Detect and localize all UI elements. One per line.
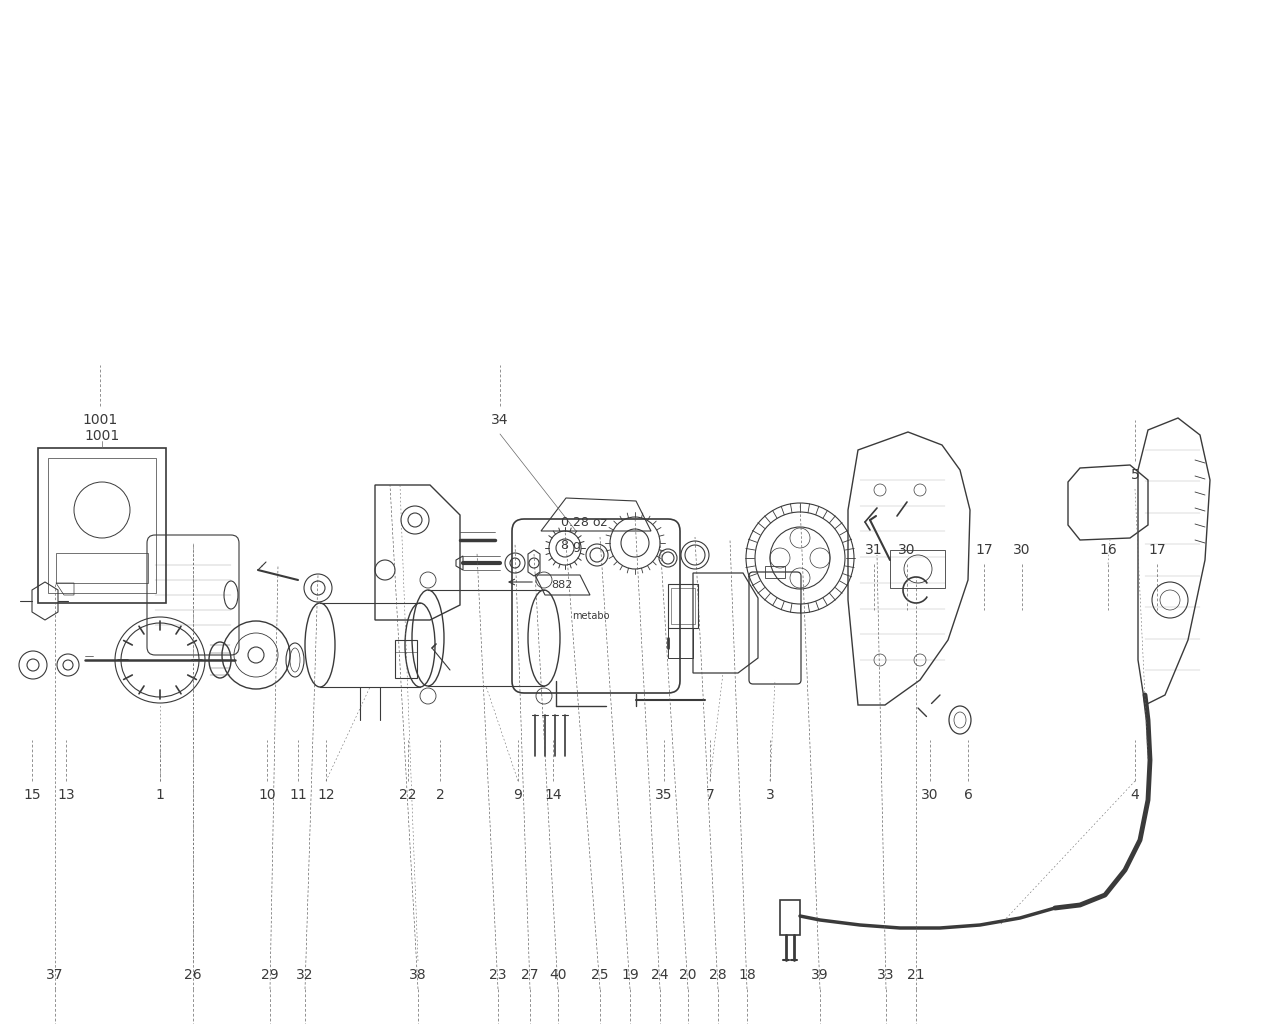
Text: 5: 5 bbox=[1131, 468, 1140, 482]
Text: 34: 34 bbox=[492, 413, 508, 427]
Text: 38: 38 bbox=[409, 968, 426, 982]
Text: 28: 28 bbox=[709, 968, 726, 982]
Text: 30: 30 bbox=[922, 788, 938, 802]
Text: 4: 4 bbox=[1131, 788, 1140, 802]
Text: 31: 31 bbox=[865, 543, 883, 557]
Text: 15: 15 bbox=[23, 788, 40, 802]
Text: 17: 17 bbox=[975, 543, 992, 557]
Bar bbox=[395, 640, 417, 678]
Bar bbox=[765, 566, 786, 578]
Text: 19: 19 bbox=[622, 968, 639, 982]
Bar bbox=[668, 584, 699, 628]
Text: 1001: 1001 bbox=[84, 429, 120, 443]
Bar bbox=[55, 553, 148, 583]
Bar bbox=[890, 550, 944, 588]
Text: 39: 39 bbox=[811, 968, 828, 982]
Text: 22: 22 bbox=[400, 788, 416, 802]
Text: 18: 18 bbox=[738, 968, 755, 982]
Text: 1001: 1001 bbox=[82, 413, 117, 427]
Polygon shape bbox=[535, 575, 590, 595]
Text: 16: 16 bbox=[1100, 543, 1117, 557]
Text: 8 g: 8 g bbox=[561, 539, 581, 552]
Text: 0.28 oz: 0.28 oz bbox=[561, 515, 607, 528]
Text: 10: 10 bbox=[259, 788, 276, 802]
Text: 3: 3 bbox=[765, 788, 774, 802]
Text: 13: 13 bbox=[57, 788, 74, 802]
Text: 11: 11 bbox=[289, 788, 306, 802]
Text: 1: 1 bbox=[155, 788, 164, 802]
Text: metabo: metabo bbox=[572, 611, 610, 621]
Text: 35: 35 bbox=[656, 788, 673, 802]
Text: 882: 882 bbox=[551, 580, 572, 590]
Text: 6: 6 bbox=[963, 788, 972, 802]
Text: 21: 21 bbox=[907, 968, 924, 982]
Text: 14: 14 bbox=[545, 788, 562, 802]
Bar bbox=[671, 588, 695, 624]
Text: 2: 2 bbox=[435, 788, 444, 802]
Text: 37: 37 bbox=[47, 968, 64, 982]
Text: 9: 9 bbox=[513, 788, 522, 802]
Text: 27: 27 bbox=[521, 968, 538, 982]
Bar bbox=[48, 458, 156, 593]
Text: 20: 20 bbox=[680, 968, 697, 982]
Text: 30: 30 bbox=[898, 543, 915, 557]
Text: 30: 30 bbox=[1014, 543, 1030, 557]
Text: 23: 23 bbox=[489, 968, 507, 982]
Text: 7: 7 bbox=[706, 788, 715, 802]
Bar bbox=[38, 449, 166, 603]
Text: 26: 26 bbox=[184, 968, 202, 982]
Text: 17: 17 bbox=[1149, 543, 1166, 557]
Text: 25: 25 bbox=[591, 968, 609, 982]
Text: 24: 24 bbox=[651, 968, 668, 982]
Text: 12: 12 bbox=[318, 788, 335, 802]
Text: 29: 29 bbox=[261, 968, 279, 982]
Text: 40: 40 bbox=[550, 968, 566, 982]
Text: 32: 32 bbox=[296, 968, 314, 982]
Text: 33: 33 bbox=[878, 968, 895, 982]
